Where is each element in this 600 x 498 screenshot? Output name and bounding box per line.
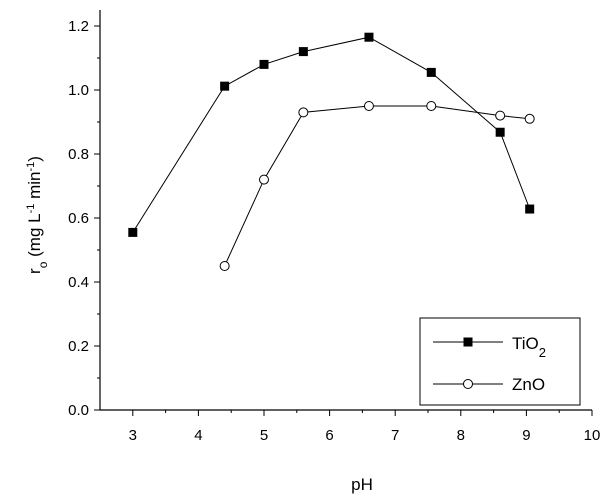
x-tick-label: 4 — [194, 427, 202, 444]
x-axis-label: pH — [351, 475, 373, 494]
series-line-tio2 — [132, 36, 531, 233]
series-layer — [128, 32, 535, 271]
data-point-tio2 — [298, 47, 308, 57]
y-tick-label: 0.6 — [68, 210, 89, 227]
data-point-tio2 — [128, 227, 138, 237]
data-point-zno — [524, 113, 535, 124]
data-point-zno — [219, 261, 230, 271]
data-point-zno — [298, 107, 309, 118]
y-tick-label: 0.0 — [68, 402, 89, 419]
x-tick-label: 9 — [522, 427, 530, 444]
y-tick-label: 0.2 — [68, 338, 89, 355]
axes: 3 4 5 6 7 8 9 10 0.0 0.2 0.4 0.6 0.8 1.0 1.2 — [68, 10, 600, 444]
data-point-zno — [363, 101, 374, 111]
data-point-zno — [259, 174, 269, 185]
data-point-tio2 — [525, 204, 535, 214]
data-point-tio2 — [259, 59, 269, 69]
data-point-tio2 — [364, 32, 374, 42]
legend: TiO2 ZnO — [419, 317, 581, 406]
data-point-zno — [426, 101, 437, 111]
y-tick-label: 0.4 — [68, 274, 89, 291]
y-axis-label: ro (mg L-1 min-1) — [25, 156, 50, 274]
data-point-tio2 — [495, 127, 505, 137]
x-tick-label: 8 — [457, 427, 465, 444]
data-point-tio2 — [426, 67, 436, 77]
x-tick-label: 6 — [325, 427, 333, 444]
x-tick-label: 7 — [391, 427, 399, 444]
y-tick-label: 0.8 — [68, 146, 89, 163]
legend-marker-tio2 — [463, 337, 473, 347]
x-tick-label: 5 — [260, 427, 268, 444]
legend-label-tio2: TiO2 — [512, 334, 546, 360]
y-tick-label: 1.0 — [68, 82, 89, 99]
legend-box — [419, 317, 581, 406]
x-tick-label: 3 — [129, 427, 137, 444]
y-tick-label: 1.2 — [68, 18, 89, 35]
series-line-zno — [224, 105, 530, 267]
data-point-zno — [495, 110, 506, 121]
x-tick-label: 10 — [584, 427, 600, 444]
data-point-tio2 — [220, 81, 230, 91]
legend-marker-zno — [463, 379, 473, 389]
legend-label-zno: ZnO — [512, 375, 545, 394]
